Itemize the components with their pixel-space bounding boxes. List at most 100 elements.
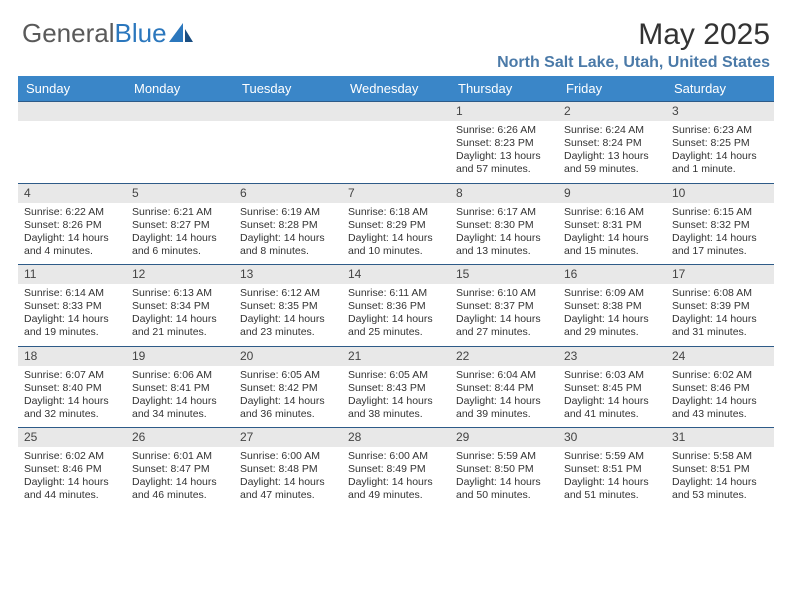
day-body: Sunrise: 5:59 AMSunset: 8:51 PMDaylight:… (558, 447, 666, 509)
daylight-text: Daylight: 14 hours and 10 minutes. (348, 232, 444, 258)
day-number: 18 (18, 347, 126, 366)
day-number: 8 (450, 184, 558, 203)
sunrise-text: Sunrise: 6:05 AM (240, 369, 336, 382)
calendar-day: 15Sunrise: 6:10 AMSunset: 8:37 PMDayligh… (450, 265, 558, 347)
day-body: Sunrise: 6:02 AMSunset: 8:46 PMDaylight:… (18, 447, 126, 509)
sunset-text: Sunset: 8:51 PM (564, 463, 660, 476)
calendar-day: 13Sunrise: 6:12 AMSunset: 8:35 PMDayligh… (234, 265, 342, 347)
daylight-text: Daylight: 14 hours and 53 minutes. (672, 476, 768, 502)
calendar-day: 26Sunrise: 6:01 AMSunset: 8:47 PMDayligh… (126, 428, 234, 509)
sunset-text: Sunset: 8:28 PM (240, 219, 336, 232)
calendar-day: 19Sunrise: 6:06 AMSunset: 8:41 PMDayligh… (126, 346, 234, 428)
day-body: Sunrise: 5:58 AMSunset: 8:51 PMDaylight:… (666, 447, 774, 509)
day-header: Thursday (450, 76, 558, 102)
day-number: 2 (558, 102, 666, 121)
daylight-text: Daylight: 14 hours and 47 minutes. (240, 476, 336, 502)
calendar-day (342, 102, 450, 184)
day-body: Sunrise: 6:03 AMSunset: 8:45 PMDaylight:… (558, 366, 666, 428)
sunrise-text: Sunrise: 6:04 AM (456, 369, 552, 382)
sunset-text: Sunset: 8:37 PM (456, 300, 552, 313)
calendar-day: 30Sunrise: 5:59 AMSunset: 8:51 PMDayligh… (558, 428, 666, 509)
day-number: 20 (234, 347, 342, 366)
sunrise-text: Sunrise: 6:24 AM (564, 124, 660, 137)
day-body: Sunrise: 6:06 AMSunset: 8:41 PMDaylight:… (126, 366, 234, 428)
sunrise-text: Sunrise: 6:09 AM (564, 287, 660, 300)
day-body: Sunrise: 6:19 AMSunset: 8:28 PMDaylight:… (234, 203, 342, 265)
day-number: 3 (666, 102, 774, 121)
day-body: Sunrise: 6:23 AMSunset: 8:25 PMDaylight:… (666, 121, 774, 183)
day-number: 27 (234, 428, 342, 447)
day-body: Sunrise: 5:59 AMSunset: 8:50 PMDaylight:… (450, 447, 558, 509)
day-body: Sunrise: 6:17 AMSunset: 8:30 PMDaylight:… (450, 203, 558, 265)
daylight-text: Daylight: 14 hours and 32 minutes. (24, 395, 120, 421)
day-number: 22 (450, 347, 558, 366)
day-body: Sunrise: 6:22 AMSunset: 8:26 PMDaylight:… (18, 203, 126, 265)
calendar-day: 1Sunrise: 6:26 AMSunset: 8:23 PMDaylight… (450, 102, 558, 184)
sunrise-text: Sunrise: 6:08 AM (672, 287, 768, 300)
day-header: Wednesday (342, 76, 450, 102)
day-number: 4 (18, 184, 126, 203)
sunset-text: Sunset: 8:34 PM (132, 300, 228, 313)
sunrise-text: Sunrise: 6:00 AM (240, 450, 336, 463)
day-number: 31 (666, 428, 774, 447)
calendar-body: 1Sunrise: 6:26 AMSunset: 8:23 PMDaylight… (18, 102, 774, 509)
calendar-day: 20Sunrise: 6:05 AMSunset: 8:42 PMDayligh… (234, 346, 342, 428)
daylight-text: Daylight: 14 hours and 21 minutes. (132, 313, 228, 339)
sunset-text: Sunset: 8:29 PM (348, 219, 444, 232)
daylight-text: Daylight: 14 hours and 8 minutes. (240, 232, 336, 258)
sunrise-text: Sunrise: 6:23 AM (672, 124, 768, 137)
day-number: 17 (666, 265, 774, 284)
sunrise-text: Sunrise: 6:26 AM (456, 124, 552, 137)
day-number: 29 (450, 428, 558, 447)
daylight-text: Daylight: 14 hours and 27 minutes. (456, 313, 552, 339)
day-body: Sunrise: 6:01 AMSunset: 8:47 PMDaylight:… (126, 447, 234, 509)
sunset-text: Sunset: 8:50 PM (456, 463, 552, 476)
calendar-day: 28Sunrise: 6:00 AMSunset: 8:49 PMDayligh… (342, 428, 450, 509)
sunset-text: Sunset: 8:42 PM (240, 382, 336, 395)
daylight-text: Daylight: 14 hours and 49 minutes. (348, 476, 444, 502)
day-body: Sunrise: 6:24 AMSunset: 8:24 PMDaylight:… (558, 121, 666, 183)
daylight-text: Daylight: 14 hours and 13 minutes. (456, 232, 552, 258)
daylight-text: Daylight: 14 hours and 6 minutes. (132, 232, 228, 258)
calendar-week: 1Sunrise: 6:26 AMSunset: 8:23 PMDaylight… (18, 102, 774, 184)
sunrise-text: Sunrise: 6:10 AM (456, 287, 552, 300)
day-number: 6 (234, 184, 342, 203)
calendar-day: 22Sunrise: 6:04 AMSunset: 8:44 PMDayligh… (450, 346, 558, 428)
logo-text-b: Blue (115, 18, 167, 49)
sunrise-text: Sunrise: 6:19 AM (240, 206, 336, 219)
sunrise-text: Sunrise: 6:00 AM (348, 450, 444, 463)
logo: GeneralBlue (22, 18, 195, 49)
day-body: Sunrise: 6:18 AMSunset: 8:29 PMDaylight:… (342, 203, 450, 265)
sunrise-text: Sunrise: 6:15 AM (672, 206, 768, 219)
sunset-text: Sunset: 8:39 PM (672, 300, 768, 313)
calendar-day: 6Sunrise: 6:19 AMSunset: 8:28 PMDaylight… (234, 183, 342, 265)
day-body: Sunrise: 6:26 AMSunset: 8:23 PMDaylight:… (450, 121, 558, 183)
sunrise-text: Sunrise: 6:02 AM (24, 450, 120, 463)
day-number: 7 (342, 184, 450, 203)
daylight-text: Daylight: 14 hours and 31 minutes. (672, 313, 768, 339)
day-body: Sunrise: 6:09 AMSunset: 8:38 PMDaylight:… (558, 284, 666, 346)
location-text: North Salt Lake, Utah, United States (497, 54, 770, 72)
day-number: 14 (342, 265, 450, 284)
day-body: Sunrise: 6:05 AMSunset: 8:43 PMDaylight:… (342, 366, 450, 428)
sunrise-text: Sunrise: 5:59 AM (456, 450, 552, 463)
daylight-text: Daylight: 14 hours and 51 minutes. (564, 476, 660, 502)
daylight-text: Daylight: 14 hours and 38 minutes. (348, 395, 444, 421)
sunrise-text: Sunrise: 5:58 AM (672, 450, 768, 463)
day-body: Sunrise: 6:04 AMSunset: 8:44 PMDaylight:… (450, 366, 558, 428)
daylight-text: Daylight: 14 hours and 46 minutes. (132, 476, 228, 502)
sunset-text: Sunset: 8:45 PM (564, 382, 660, 395)
calendar-table: SundayMondayTuesdayWednesdayThursdayFrid… (18, 76, 774, 509)
sunset-text: Sunset: 8:38 PM (564, 300, 660, 313)
daylight-text: Daylight: 14 hours and 29 minutes. (564, 313, 660, 339)
calendar-day: 25Sunrise: 6:02 AMSunset: 8:46 PMDayligh… (18, 428, 126, 509)
sunset-text: Sunset: 8:43 PM (348, 382, 444, 395)
daylight-text: Daylight: 14 hours and 15 minutes. (564, 232, 660, 258)
day-number: 28 (342, 428, 450, 447)
sunset-text: Sunset: 8:46 PM (24, 463, 120, 476)
daylight-text: Daylight: 14 hours and 23 minutes. (240, 313, 336, 339)
sunset-text: Sunset: 8:26 PM (24, 219, 120, 232)
day-header: Monday (126, 76, 234, 102)
day-number: 23 (558, 347, 666, 366)
calendar-day: 9Sunrise: 6:16 AMSunset: 8:31 PMDaylight… (558, 183, 666, 265)
